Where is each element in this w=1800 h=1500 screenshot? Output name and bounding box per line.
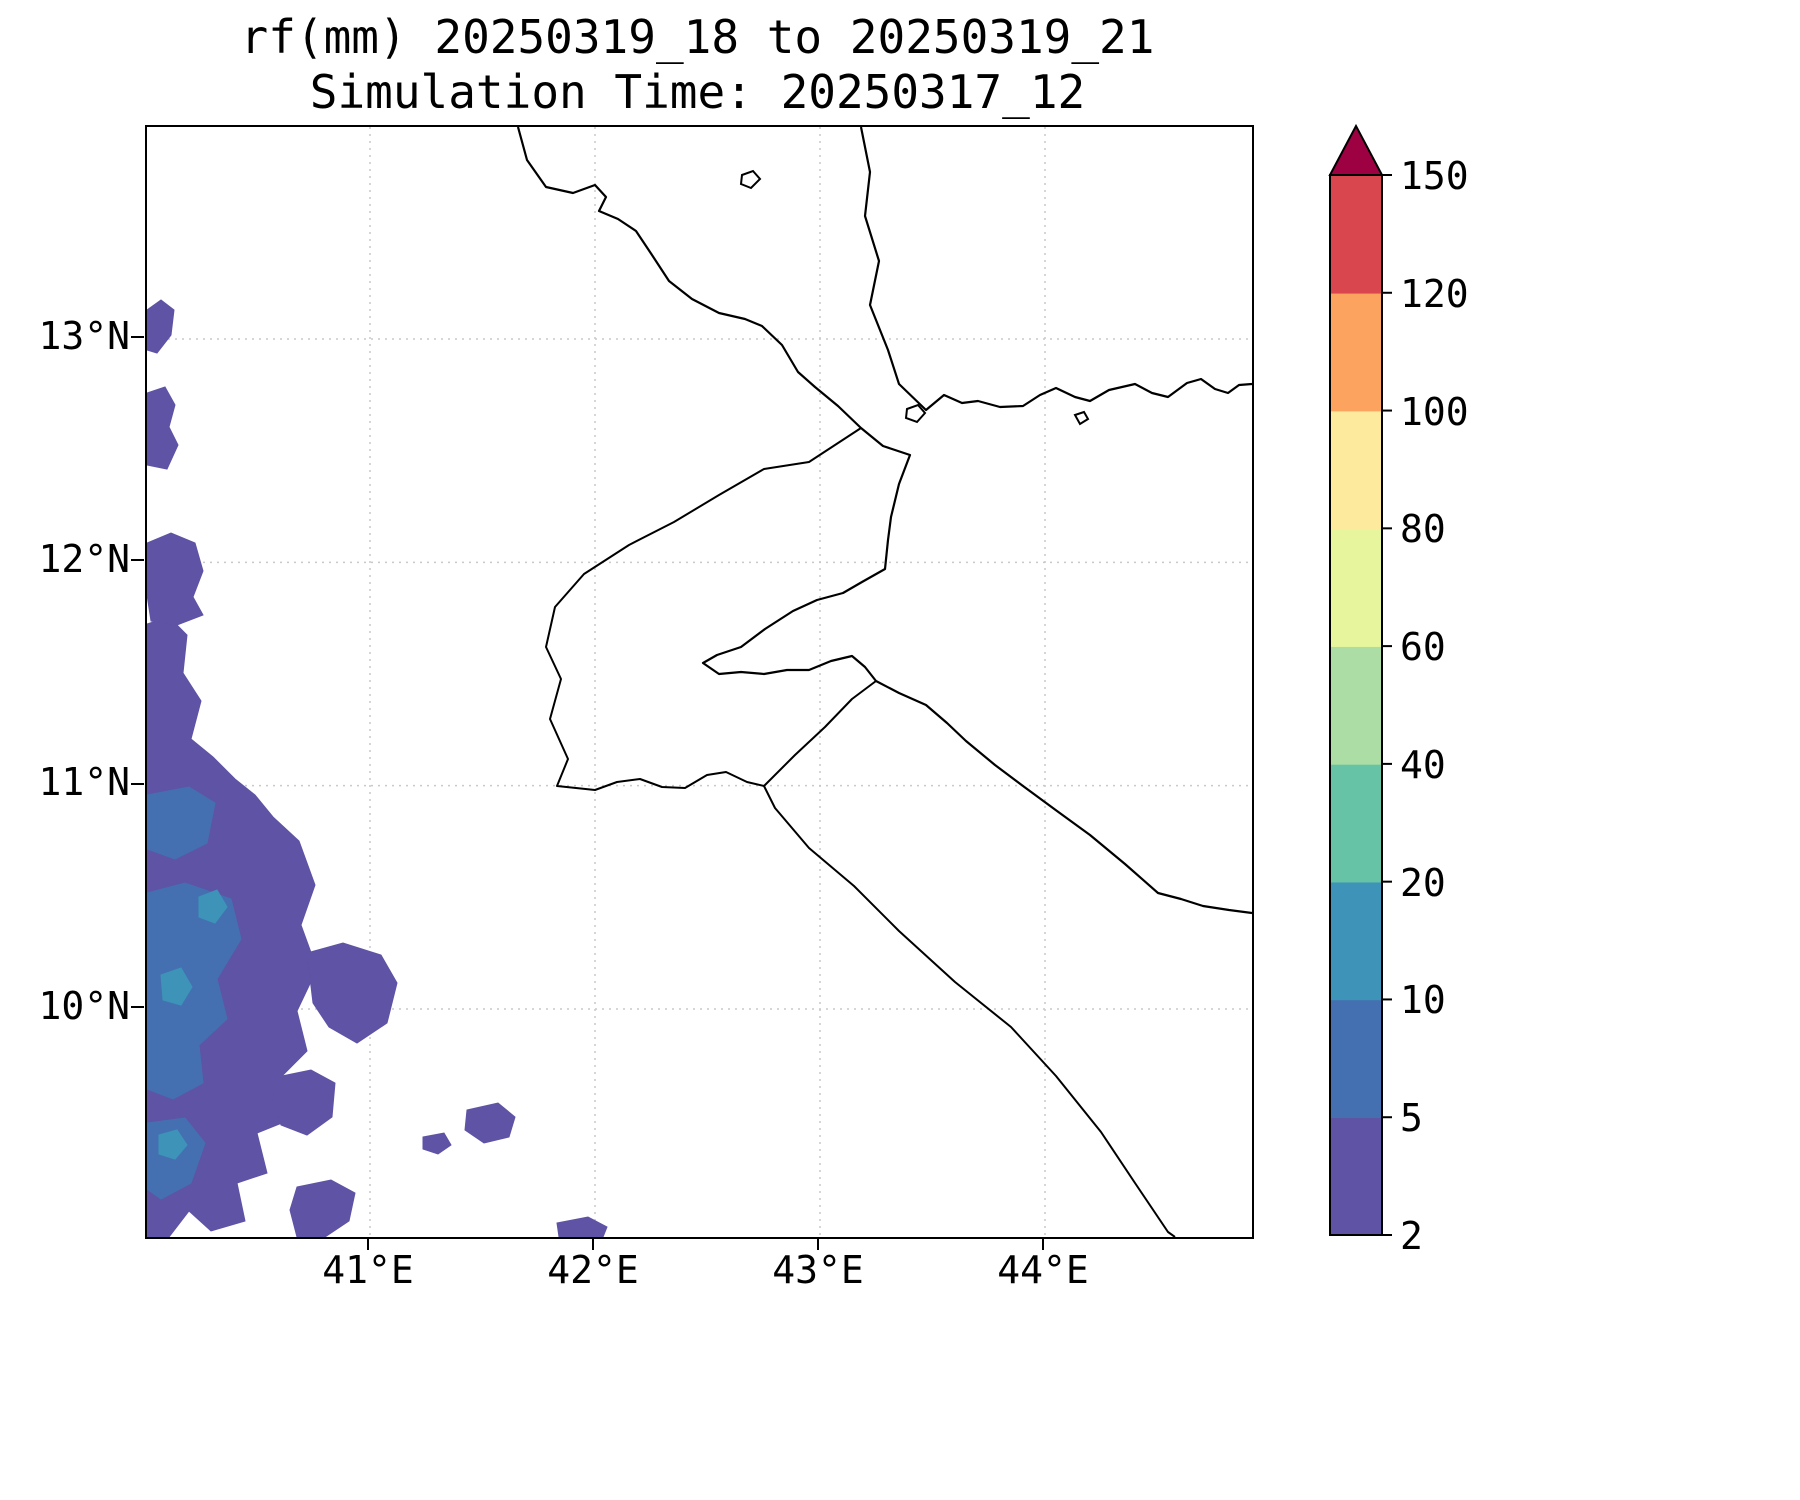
y-axis-tick bbox=[131, 336, 144, 338]
colorbar-segment bbox=[1330, 410, 1382, 530]
x-tick-label-44e: 44°E bbox=[997, 1248, 1089, 1292]
y-tick-label-12n: 12°N bbox=[38, 537, 130, 581]
title-block: rf(mm) 20250319_18 to 20250319_21 Simula… bbox=[145, 10, 1250, 120]
rainfall-contour-polygon bbox=[158, 1129, 188, 1160]
coastline-path bbox=[859, 127, 1252, 412]
colorbar-segment bbox=[1330, 999, 1382, 1119]
colorbar-segment bbox=[1330, 763, 1382, 883]
y-axis-tick bbox=[131, 782, 144, 785]
rainfall-contour-polygon bbox=[160, 967, 193, 1006]
grid-lines bbox=[147, 127, 1252, 1237]
rainfall-contour-polygon bbox=[147, 299, 175, 354]
rainfall-contour-polygon bbox=[198, 889, 228, 924]
x-axis-tick bbox=[367, 1237, 369, 1250]
island-outline bbox=[1073, 410, 1090, 426]
colorbar-segment bbox=[1330, 646, 1382, 765]
rainfall-contour-layer bbox=[147, 299, 608, 1237]
y-tick-label-10n: 10°N bbox=[38, 984, 130, 1028]
x-axis-tick bbox=[592, 1237, 594, 1250]
y-tick-label-11n: 11°N bbox=[38, 760, 130, 804]
colorbar-label-80: 80 bbox=[1400, 507, 1446, 551]
x-tick-label-43e: 43°E bbox=[772, 1248, 864, 1292]
coastline-border-layer bbox=[516, 127, 1252, 1237]
colorbar-label-40: 40 bbox=[1400, 743, 1446, 787]
y-axis-tick bbox=[131, 559, 144, 562]
map-plot-area bbox=[145, 125, 1254, 1239]
colorbar-ticks bbox=[1382, 174, 1392, 1236]
rainfall-contour-polygon bbox=[147, 532, 204, 626]
rainfall-contour-polygon bbox=[147, 786, 216, 860]
country-border-path bbox=[545, 427, 862, 791]
x-tick-label-42e: 42°E bbox=[547, 1248, 639, 1292]
colorbar-label-150: 150 bbox=[1400, 154, 1469, 198]
x-tick-label-41e: 41°E bbox=[322, 1248, 414, 1292]
figure-subtitle: Simulation Time: 20250317_12 bbox=[309, 65, 1086, 119]
colorbar-segment bbox=[1330, 528, 1382, 647]
colorbar-label-5: 5 bbox=[1400, 1096, 1423, 1140]
x-axis-tick bbox=[817, 1237, 819, 1250]
colorbar-segments bbox=[1330, 175, 1382, 1236]
colorbar-label-10: 10 bbox=[1400, 978, 1446, 1022]
rainfall-contour-polygon bbox=[147, 386, 179, 470]
y-tick-label-13n: 13°N bbox=[38, 314, 130, 358]
colorbar-label-2: 2 bbox=[1400, 1214, 1423, 1258]
colorbar-label-60: 60 bbox=[1400, 625, 1446, 669]
x-axis-tick bbox=[1042, 1237, 1044, 1250]
island-outline bbox=[739, 169, 762, 190]
coastline-path bbox=[516, 127, 1252, 915]
colorbar-over-arrow bbox=[1328, 123, 1384, 176]
colorbar-segment bbox=[1330, 175, 1382, 294]
colorbar-segment bbox=[1330, 881, 1382, 1001]
rainfall-contour-polygon bbox=[464, 1102, 516, 1144]
colorbar-segment bbox=[1330, 292, 1382, 412]
country-border-path bbox=[763, 680, 877, 787]
colorbar-canvas bbox=[1328, 123, 1392, 1236]
colorbar-frame bbox=[1329, 174, 1383, 1236]
colorbar-label-20: 20 bbox=[1400, 861, 1446, 905]
map-canvas bbox=[147, 127, 1252, 1237]
rainfall-contour-polygon bbox=[422, 1132, 452, 1155]
rainfall-contour-polygon bbox=[272, 1069, 336, 1136]
rainfall-contour-polygon bbox=[289, 1179, 356, 1237]
rainfall-contour-polygon bbox=[306, 942, 398, 1044]
island-outline bbox=[904, 403, 927, 424]
country-border-path bbox=[763, 785, 1176, 1237]
y-axis-tick bbox=[131, 1005, 144, 1008]
figure-title: rf(mm) 20250319_18 to 20250319_21 bbox=[240, 10, 1155, 64]
colorbar-label-120: 120 bbox=[1400, 272, 1469, 316]
colorbar-segment bbox=[1330, 1117, 1382, 1236]
colorbar bbox=[1327, 123, 1399, 1237]
colorbar-label-100: 100 bbox=[1400, 390, 1469, 434]
rainfall-contour-polygon bbox=[556, 1216, 608, 1237]
